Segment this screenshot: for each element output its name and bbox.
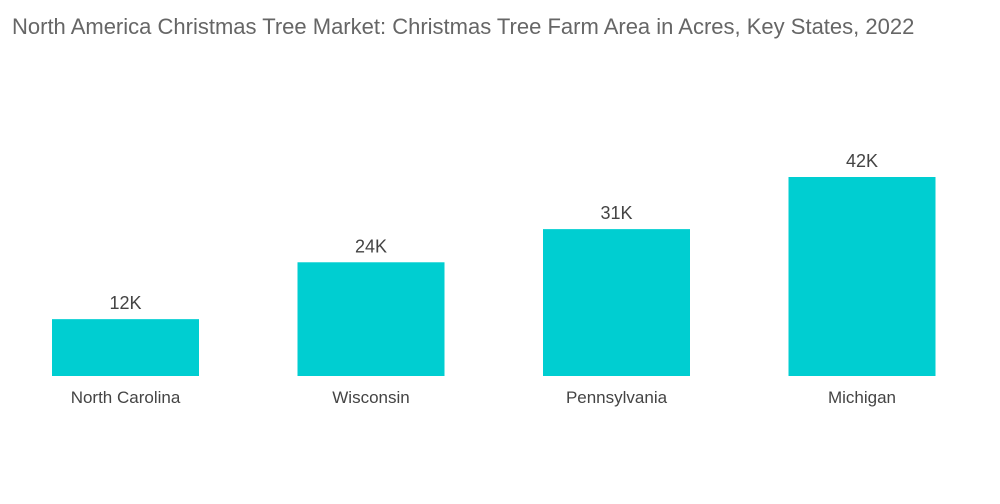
x-tick-labels-group: North Carolina Wisconsin Pennsylvania Michi… <box>71 388 896 407</box>
bar-michigan <box>788 177 936 376</box>
data-labels-group: 12K 24K 31K 42K <box>109 151 878 313</box>
bar-north-carolina <box>52 319 199 376</box>
x-tick-label-north-carolina: North Carolina <box>71 388 181 407</box>
bar-wisconsin <box>297 262 445 376</box>
x-tick-label-wisconsin: Wisconsin <box>332 388 409 407</box>
data-label-north-carolina: 12K <box>109 293 141 313</box>
data-label-pennsylvania: 31K <box>600 203 632 223</box>
x-tick-label-pennsylvania: Pennsylvania <box>566 388 668 407</box>
bar-pennsylvania <box>543 229 690 376</box>
data-label-wisconsin: 24K <box>355 236 387 256</box>
bars-group <box>52 177 936 376</box>
x-tick-label-michigan: Michigan <box>828 388 896 407</box>
data-label-michigan: 42K <box>846 151 878 171</box>
chart-title: North America Christmas Tree Market: Chr… <box>12 14 915 39</box>
